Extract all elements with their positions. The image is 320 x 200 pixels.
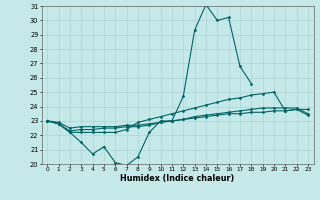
X-axis label: Humidex (Indice chaleur): Humidex (Indice chaleur) — [120, 174, 235, 183]
